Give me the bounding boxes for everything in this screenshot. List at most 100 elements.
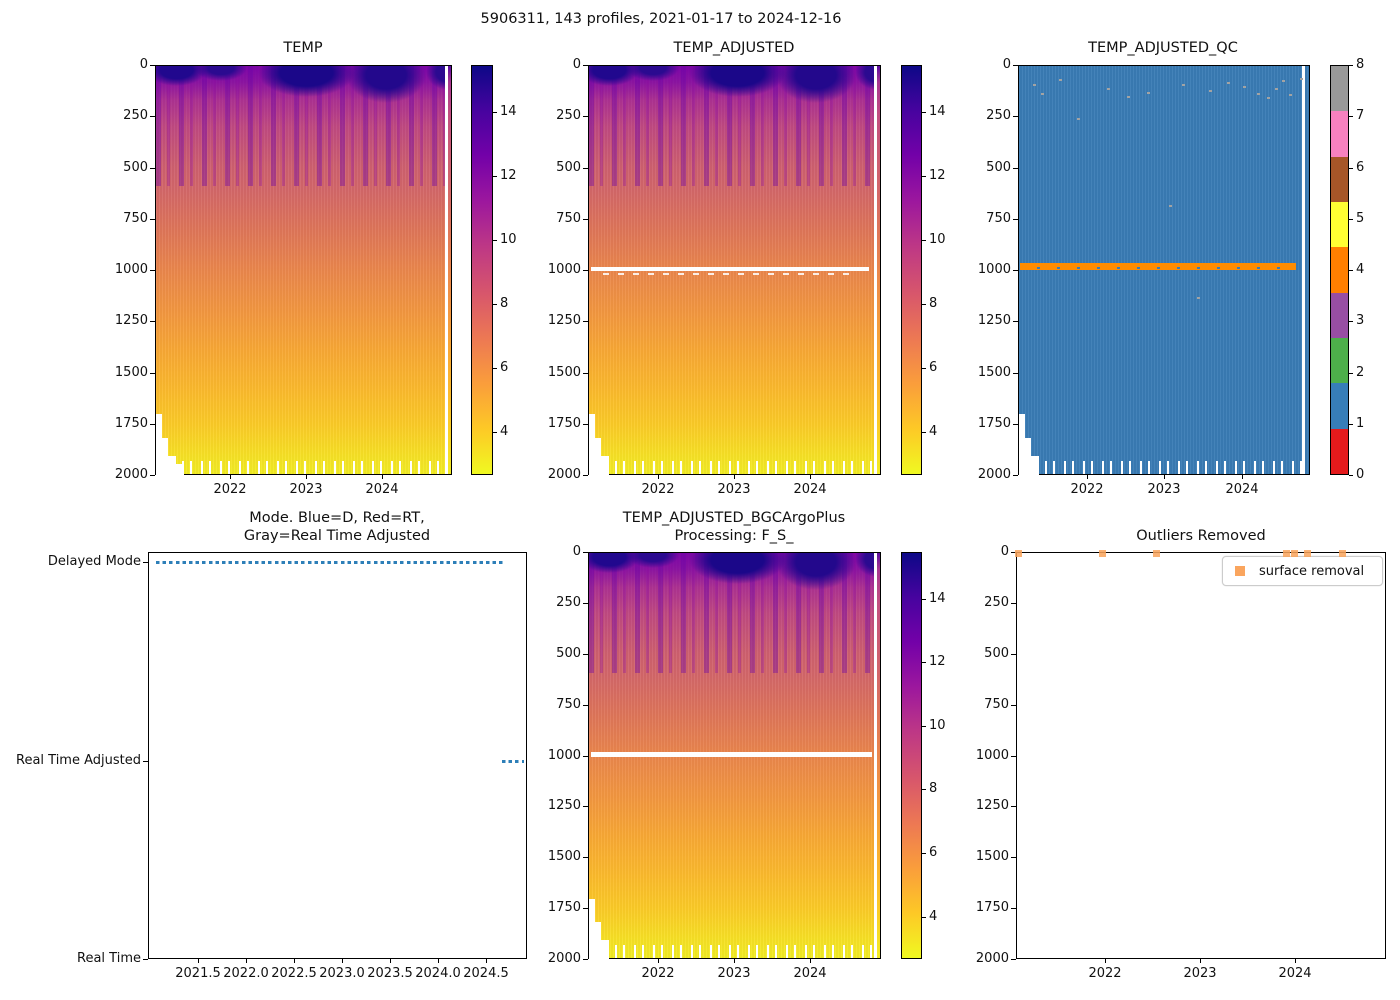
tadj-colorbar-tick-label: 10 <box>929 232 946 247</box>
bgc-y-tick-label: 250 <box>556 594 581 610</box>
qc-colorbar-tick-label: 7 <box>1356 108 1365 124</box>
tadj-colorbar-tick <box>922 240 926 241</box>
qc-flag8-point <box>1257 93 1260 95</box>
mode-x-tick <box>438 959 439 963</box>
surface-removal-point <box>1099 550 1107 557</box>
temp-x-tick-label: 2023 <box>289 482 323 497</box>
missing-deep-data <box>589 414 595 476</box>
out-x-tick-label: 2024 <box>1278 966 1312 981</box>
temp-heatmap <box>155 65 452 476</box>
temp-x-tick <box>306 475 307 479</box>
missing-bottom-bins <box>1041 461 1303 474</box>
qc-flag8-point <box>1289 94 1292 96</box>
missing-deep-data <box>1025 438 1031 476</box>
qc-colorbar-tick-label: 5 <box>1356 210 1365 226</box>
tadj-x-tick <box>734 475 735 479</box>
last-profile-column <box>877 66 880 474</box>
qc-y-tick-label: 250 <box>986 108 1011 124</box>
qc-y-tick-label: 500 <box>986 159 1011 175</box>
tadj-y-tick <box>583 218 588 220</box>
out-x-tick <box>1200 959 1201 963</box>
qc-colorbar-tick-label: 6 <box>1356 159 1365 175</box>
qc-x-tick <box>1087 475 1088 479</box>
outliers-legend: surface removal <box>1222 556 1383 586</box>
tadj-y-tick <box>583 270 588 271</box>
qc-y-tick <box>1013 218 1018 220</box>
qc-flag8-point <box>1227 82 1230 84</box>
bgc-y-tick-label: 750 <box>556 696 581 712</box>
out-x-tick-label: 2022 <box>1088 966 1122 981</box>
qc-flag8-point <box>1243 86 1246 88</box>
qc-y-tick <box>1013 321 1018 323</box>
tadj-y-tick-label: 1250 <box>547 313 581 329</box>
qc-y-tick <box>1013 423 1018 425</box>
qc-colorbar-tick-label: 2 <box>1356 364 1365 380</box>
masked-1000m-line <box>591 752 872 757</box>
missing-deep-data <box>1031 456 1039 476</box>
missing-deep-data <box>156 414 162 476</box>
out-y-tick-label: 250 <box>984 594 1009 610</box>
mode-y-tick <box>143 959 148 960</box>
bgc-x-tick-label: 2023 <box>717 966 751 981</box>
bgc-y-tick <box>583 806 588 808</box>
bgc-y-tick-label: 1500 <box>547 849 581 865</box>
temp-adjusted-title: TEMP_ADJUSTED <box>673 40 795 56</box>
qc-y-tick-label: 2000 <box>977 467 1011 482</box>
temp-colorbar <box>471 65 493 475</box>
mode-y-category-label: Delayed Mode <box>47 554 141 569</box>
bgc-y-tick <box>583 755 588 757</box>
surface-removal-point <box>1291 550 1299 557</box>
qc-y-tick <box>1013 372 1018 374</box>
tadj-y-tick <box>583 423 588 425</box>
mode-x-tick <box>294 959 295 963</box>
qc-flag8-point <box>1147 92 1150 94</box>
missing-deep-data <box>595 922 601 960</box>
out-y-tick <box>1011 704 1016 706</box>
qc-colorbar <box>1330 65 1349 475</box>
temp-y-tick <box>150 218 155 220</box>
missing-bottom-bins <box>611 945 874 958</box>
qc-colorbar-tick <box>1349 475 1353 476</box>
temp-colorbar-tick <box>493 176 497 177</box>
out-y-tick <box>1011 857 1016 859</box>
bgc-y-tick-label: 0 <box>572 544 581 559</box>
temp-y-tick-label: 0 <box>139 57 148 72</box>
out-y-tick <box>1011 908 1016 910</box>
bgc-y-tick-label: 500 <box>556 645 581 661</box>
surface-removal-point <box>1153 550 1161 557</box>
qc-y-tick-label: 1500 <box>977 364 1011 380</box>
tadj-colorbar-tick <box>922 176 926 177</box>
bgc-y-tick-label: 1000 <box>547 747 581 763</box>
missing-bottom-bins <box>611 461 874 474</box>
qc-flag4-band <box>1020 263 1296 270</box>
bgc-colorbar-tick-label: 14 <box>929 591 946 606</box>
outliers-plot <box>1016 552 1386 959</box>
qc-colorbar-tick <box>1349 167 1353 169</box>
tadj-y-tick <box>583 116 588 118</box>
out-y-tick-label: 750 <box>984 696 1009 712</box>
qc-y-tick-label: 1250 <box>977 313 1011 329</box>
qc-colorbar-tick-label: 1 <box>1356 415 1365 431</box>
qc-colorbar-tick-label: 0 <box>1356 467 1365 482</box>
mode-x-tick-label: 2021.5 <box>175 966 221 981</box>
bgc-x-tick-label: 2024 <box>793 966 827 981</box>
temp-colorbar-tick <box>493 432 497 433</box>
mode-x-tick <box>198 959 199 963</box>
temp-colorbar-tick <box>493 304 497 305</box>
qc-colorbar-segment <box>1331 383 1348 429</box>
qc-colorbar-tick <box>1349 65 1353 66</box>
mode-x-tick <box>390 959 391 963</box>
temp-x-tick-label: 2024 <box>365 482 399 497</box>
tadj-colorbar-tick <box>922 368 926 369</box>
qc-colorbar-segment <box>1331 201 1348 248</box>
qc-flag8-point <box>1282 80 1285 82</box>
qc-colorbar-segment <box>1331 156 1348 202</box>
qc-flag8-point <box>1267 97 1270 99</box>
qc-x-tick <box>1164 475 1165 479</box>
out-y-tick-label: 500 <box>984 645 1009 661</box>
tadj-y-tick-label: 500 <box>556 159 581 175</box>
temp-y-tick-label: 250 <box>123 108 148 124</box>
temp-y-tick-label: 2000 <box>114 467 148 482</box>
qc-colorbar-segment <box>1331 66 1348 112</box>
bgc-colorbar-tick-label: 10 <box>929 718 946 733</box>
